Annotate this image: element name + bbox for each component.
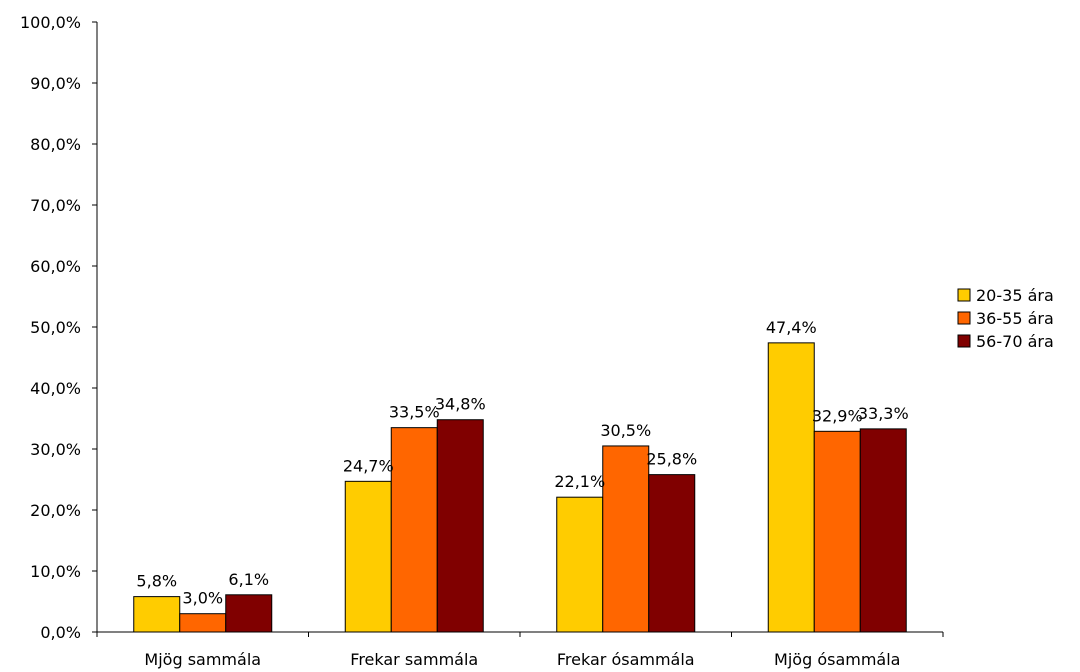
y-tick-label: 40,0% — [30, 379, 81, 398]
data-label: 30,5% — [600, 421, 651, 440]
y-tick-label: 0,0% — [40, 623, 81, 642]
bar — [226, 595, 272, 632]
bar — [437, 420, 483, 632]
legend-label: 56-70 ára — [976, 332, 1054, 351]
y-tick-label: 80,0% — [30, 135, 81, 154]
category-label: Mjög sammála — [144, 650, 261, 669]
legend-swatch — [958, 335, 970, 347]
data-label: 34,8% — [435, 395, 486, 414]
y-tick-label: 70,0% — [30, 196, 81, 215]
data-label: 3,0% — [182, 589, 223, 608]
data-label: 5,8% — [136, 572, 177, 591]
data-label: 22,1% — [554, 472, 605, 491]
data-label: 6,1% — [228, 570, 269, 589]
y-tick-label: 50,0% — [30, 318, 81, 337]
y-axis: 0,0% 10,0% 20,0% 30,0% 40,0% 50,0% 60,0% 70,0% 8… — [20, 13, 97, 642]
bar — [180, 614, 226, 632]
data-label: 24,7% — [343, 456, 394, 475]
category-label: Frekar ósammála — [557, 650, 695, 669]
data-label: 32,9% — [812, 406, 863, 425]
legend: 20-35 ára 36-55 ára 56-70 ára — [958, 286, 1054, 351]
legend-label: 36-55 ára — [976, 309, 1054, 328]
legend-swatch — [958, 312, 970, 324]
bar — [134, 597, 180, 632]
y-tick-label: 60,0% — [30, 257, 81, 276]
data-label: 25,8% — [646, 450, 697, 469]
bar — [345, 481, 391, 632]
y-tick-label: 10,0% — [30, 562, 81, 581]
bar — [814, 431, 860, 632]
bar — [768, 343, 814, 632]
data-label: 47,4% — [766, 318, 817, 337]
y-tick-label: 90,0% — [30, 74, 81, 93]
data-label: 33,5% — [389, 403, 440, 422]
bar — [603, 446, 649, 632]
category-label: Mjög ósammála — [774, 650, 900, 669]
legend-swatch — [958, 289, 970, 301]
x-axis: Mjög sammála Frekar sammála Frekar ósammál… — [97, 632, 943, 669]
y-tick-label: 100,0% — [20, 13, 81, 32]
bar — [557, 497, 603, 632]
legend-label: 20-35 ára — [976, 286, 1054, 305]
data-label: 33,3% — [858, 404, 909, 423]
y-tick-label: 30,0% — [30, 440, 81, 459]
category-label: Frekar sammála — [350, 650, 478, 669]
bar — [391, 428, 437, 632]
bar — [649, 475, 695, 632]
y-tick-label: 20,0% — [30, 501, 81, 520]
bar — [860, 429, 906, 632]
